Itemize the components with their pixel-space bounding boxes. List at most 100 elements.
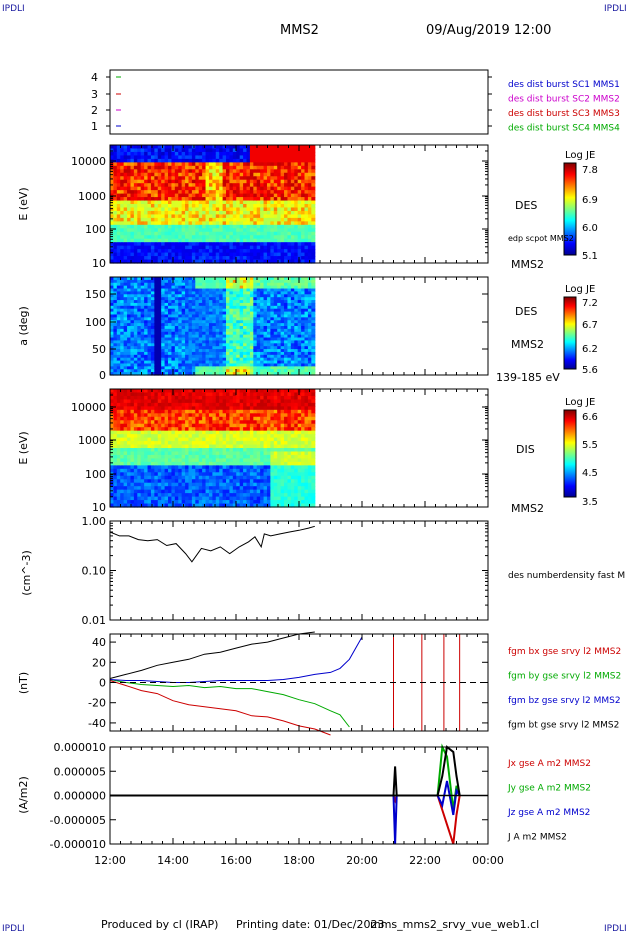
des-pitch-cell [287, 297, 292, 301]
des-pitch-cell [195, 297, 200, 301]
des-pitch-cell [137, 282, 142, 287]
des-pitch-cell [253, 326, 258, 330]
des-energy-cell [284, 252, 289, 257]
des-energy-cell [256, 155, 261, 160]
des-energy-cell [236, 204, 241, 209]
des-energy-cell [154, 190, 159, 195]
des-energy-cell [284, 179, 289, 184]
des-energy-cell [154, 221, 159, 226]
des-energy-cell [168, 231, 173, 236]
des-pitch-cell [174, 363, 179, 367]
des-energy-cell [307, 252, 312, 257]
des-energy-cell [236, 151, 241, 157]
des-energy-cell [147, 145, 152, 150]
des-pitch-cell [127, 297, 132, 301]
des-pitch-cell [287, 308, 292, 313]
des-energy-cell [191, 217, 196, 222]
des-energy-cell [133, 252, 138, 257]
dis-energy-cell [174, 482, 179, 487]
des-pitch-cell [311, 346, 316, 350]
des-pitch-cell [236, 340, 241, 344]
des-pitch-cell [137, 300, 142, 304]
des-pitch-cell [301, 334, 306, 339]
des-pitch-cell [185, 323, 190, 327]
des-energy-cell [123, 145, 128, 150]
des-pitch-cell [219, 351, 224, 356]
des-energy-cell [110, 165, 115, 170]
des-pitch-cell [188, 300, 193, 304]
des-energy-cell [263, 252, 268, 257]
des-energy-cell [270, 231, 275, 236]
des-pitch-cell [222, 282, 227, 287]
des-pitch-cell [147, 372, 152, 376]
des-pitch-cell [161, 294, 166, 298]
des-energy-cell [127, 221, 132, 226]
des-pitch-cell [154, 317, 159, 321]
des-energy-cell [280, 238, 285, 243]
des-pitch-cell [120, 349, 125, 353]
des-energy-cell [232, 162, 237, 167]
dis-energy-cell [185, 389, 190, 394]
des-pitch-cell [120, 360, 125, 365]
dis-energy-cell [137, 500, 142, 505]
des-energy-cell [307, 217, 312, 222]
des-pitch-cell [243, 340, 248, 344]
des-pitch-cell [304, 320, 309, 324]
des-pitch-cell [168, 314, 173, 318]
des-energy-cell [150, 235, 155, 240]
des-pitch-cell [273, 291, 278, 295]
des-energy-cell [116, 200, 121, 205]
des-energy-cell [188, 151, 193, 157]
des-energy-cell [239, 210, 244, 216]
des-energy-cell [219, 210, 224, 216]
des-pitch-cell [208, 323, 213, 327]
dis-energy-cell [130, 444, 135, 449]
dis-energy-cell [195, 395, 200, 401]
dis-energy-cell [113, 434, 118, 439]
des-energy-cell [195, 158, 200, 163]
des-pitch-cell [133, 294, 138, 298]
des-pitch-cell [307, 279, 312, 284]
des-energy-cell [222, 158, 227, 163]
des-energy-cell [178, 259, 183, 264]
des-energy-cell [301, 228, 306, 233]
des-pitch-cell [154, 311, 159, 316]
des-pitch-cell [147, 328, 152, 333]
des-energy-cell [168, 224, 173, 229]
des-pitch-cell [284, 320, 289, 324]
dis-energy-cell [181, 420, 186, 425]
des-energy-cell [260, 151, 265, 157]
dis-energy-cell [116, 441, 121, 446]
des-pitch-cell [147, 346, 152, 350]
des-energy-cell [198, 214, 203, 219]
des-energy-cell [219, 224, 224, 229]
dis-energy-cell [164, 423, 169, 428]
des-pitch-cell [161, 366, 166, 370]
des-pitch-cell [260, 317, 265, 321]
des-energy-cell [260, 176, 265, 181]
des-pitch-cell [174, 288, 179, 293]
des-pitch-cell [294, 300, 299, 304]
des-pitch-cell [140, 311, 145, 316]
des-pitch-cell [270, 357, 275, 362]
dis-energy-cell [150, 402, 155, 407]
des-energy-cell [195, 210, 200, 216]
dis-energy-cell [140, 392, 145, 397]
dis-energy-cell [188, 458, 193, 463]
dis-energy-cell [191, 448, 196, 453]
des-pitch-cell [198, 305, 203, 310]
des-energy-cell [120, 183, 125, 188]
des-energy-cell [164, 200, 169, 205]
des-pitch-cell [133, 346, 138, 350]
des-energy-cell [130, 151, 135, 157]
dis-energy-cell [127, 493, 132, 498]
des-energy-cell [164, 158, 169, 163]
des-energy-cell [133, 172, 138, 177]
dis-energy-cell [133, 444, 138, 449]
des-energy-cell [284, 207, 289, 212]
des-energy-cell [215, 145, 220, 150]
des-pitch-cell [174, 297, 179, 301]
des-pitch-cell [246, 311, 251, 316]
des-energy-cell [164, 231, 169, 236]
dis-energy-cell [161, 503, 166, 508]
